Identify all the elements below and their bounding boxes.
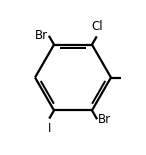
Text: Br: Br	[35, 29, 48, 42]
Text: I: I	[48, 122, 51, 135]
Text: Cl: Cl	[91, 20, 102, 33]
Text: Br: Br	[98, 113, 111, 126]
